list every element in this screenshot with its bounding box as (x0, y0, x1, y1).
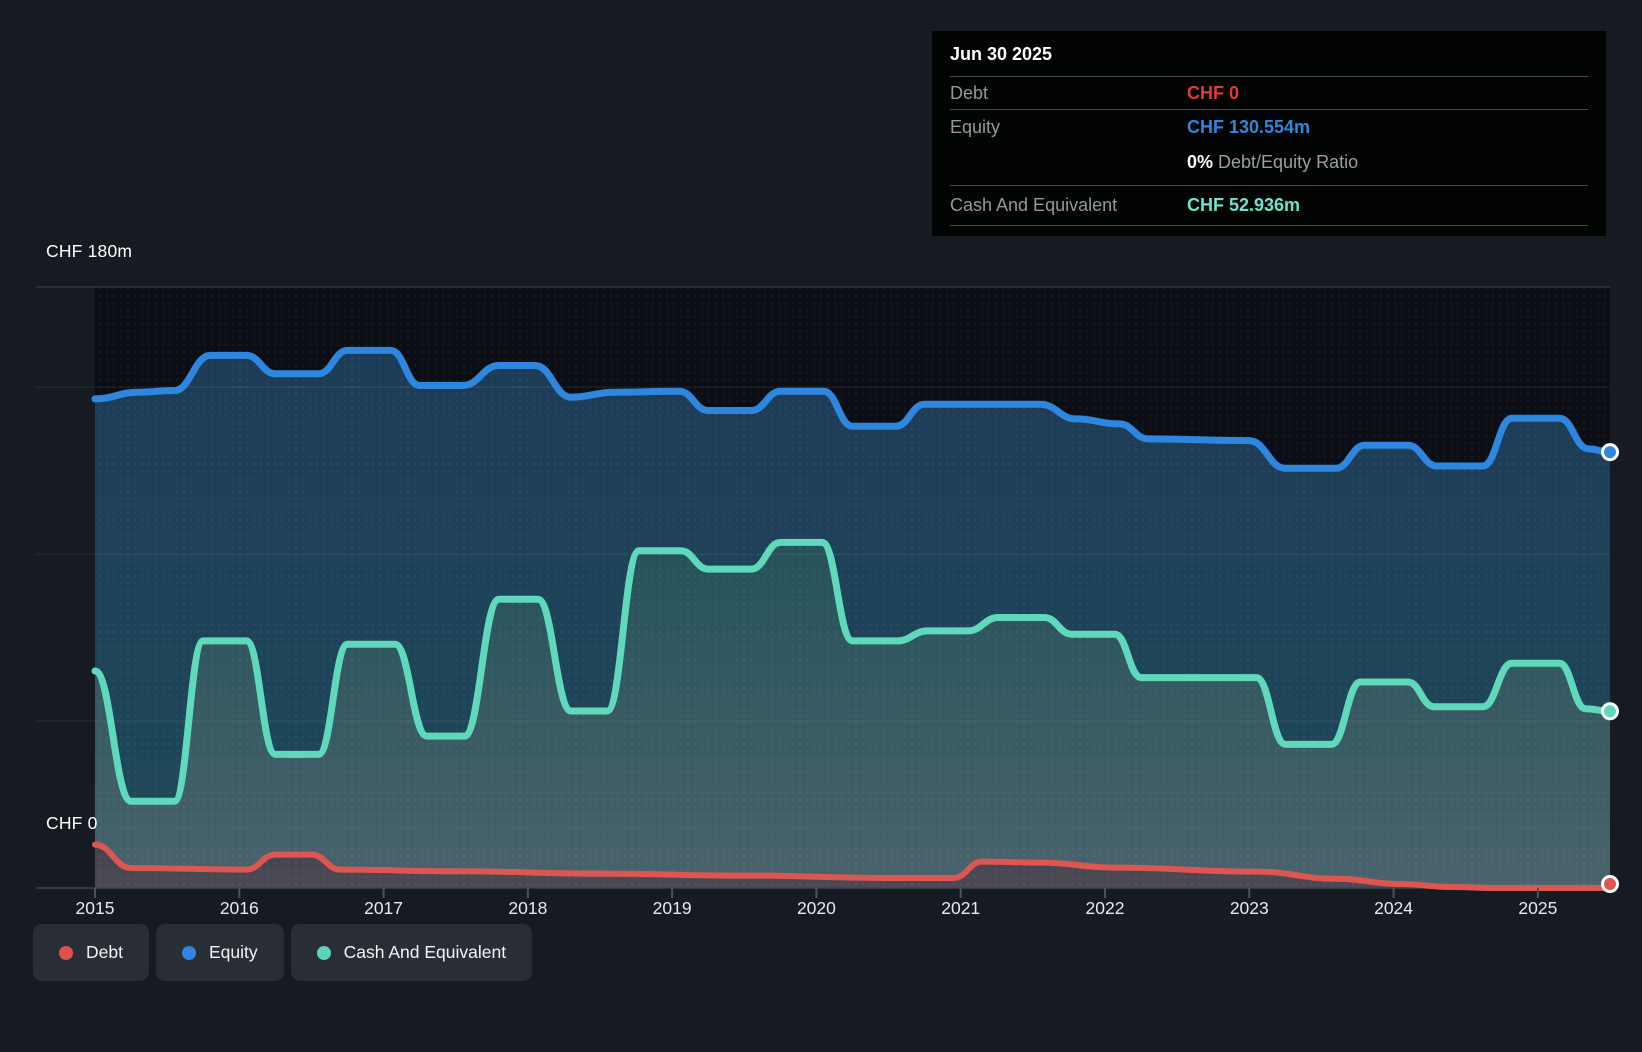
legend-equity-label: Equity (209, 942, 258, 963)
x-axis-label-2025: 2025 (1518, 898, 1557, 919)
legend: Debt Equity Cash And Equivalent (33, 924, 532, 981)
x-axis-label-2018: 2018 (508, 898, 547, 919)
chart-page: CHF 180m CHF 0 2015 2016 2017 2018 2019 2020 2… (0, 0, 1642, 1052)
debt-legend-dot-icon (59, 946, 73, 960)
equity-end-marker[interactable] (1603, 445, 1618, 460)
x-axis-label-2017: 2017 (364, 898, 403, 919)
x-axis-label-2023: 2023 (1230, 898, 1269, 919)
x-axis-label-2022: 2022 (1086, 898, 1125, 919)
cash-and-equivalent-end-marker[interactable] (1603, 704, 1618, 719)
x-axis-label-2024: 2024 (1374, 898, 1413, 919)
tooltip-date: Jun 30 2025 (950, 31, 1588, 76)
tooltip-panel: Jun 30 2025 Debt CHF 0 Equity CHF 130.55… (932, 31, 1606, 236)
tooltip-ratio: 0% Debt/Equity Ratio (950, 144, 1588, 185)
y-axis-label-zero: CHF 0 (46, 813, 98, 834)
tooltip-equity-label: Equity (950, 117, 1187, 138)
tooltip-row-equity: Equity CHF 130.554m (950, 109, 1588, 144)
x-axis-label-2020: 2020 (797, 898, 836, 919)
tooltip-cash-label: Cash And Equivalent (950, 195, 1187, 216)
x-axis-label-2015: 2015 (76, 898, 115, 919)
tooltip-equity-value: CHF 130.554m (1187, 117, 1310, 138)
tooltip-cash-value: CHF 52.936m (1187, 195, 1300, 216)
legend-item-cash[interactable]: Cash And Equivalent (291, 924, 532, 981)
debt-end-marker[interactable] (1603, 877, 1618, 892)
tooltip-row-cash: Cash And Equivalent CHF 52.936m (950, 185, 1588, 226)
x-axis-label-2021: 2021 (941, 898, 980, 919)
legend-cash-label: Cash And Equivalent (344, 942, 506, 963)
area-texture (95, 287, 1610, 888)
y-axis-label-top: CHF 180m (46, 241, 132, 262)
tooltip-debt-label: Debt (950, 83, 1187, 104)
tooltip-debt-value: CHF 0 (1187, 83, 1239, 104)
legend-debt-label: Debt (86, 942, 123, 963)
tooltip-ratio-label: Debt/Equity Ratio (1213, 152, 1358, 172)
x-axis-label-2019: 2019 (653, 898, 692, 919)
tooltip-row-debt: Debt CHF 0 (950, 76, 1588, 109)
legend-item-equity[interactable]: Equity (156, 924, 284, 981)
x-axis-label-2016: 2016 (220, 898, 259, 919)
legend-item-debt[interactable]: Debt (33, 924, 149, 981)
tooltip-ratio-value: 0% (1187, 152, 1213, 172)
cash-legend-dot-icon (317, 946, 331, 960)
equity-legend-dot-icon (182, 946, 196, 960)
